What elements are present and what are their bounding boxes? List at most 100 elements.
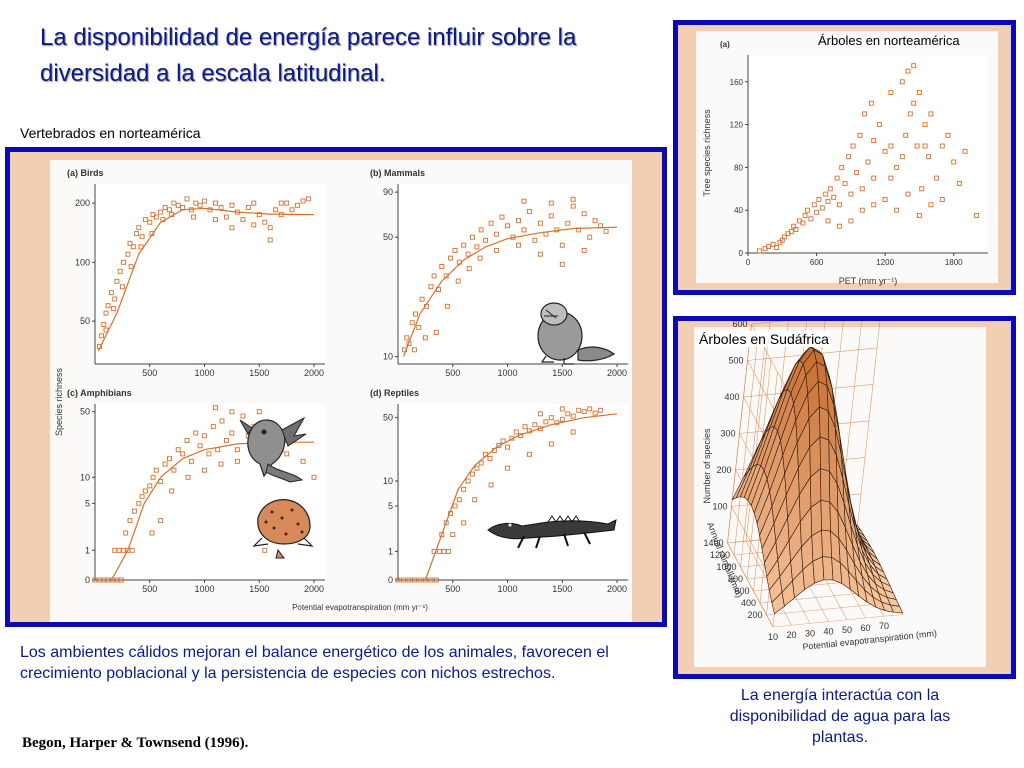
sa-trees-chart: 100 200 300 400 500 600 200 400 600 800 1000 1200 14… [694, 311, 986, 667]
data-point-4-58 [956, 180, 962, 186]
data-point-2-21 [158, 478, 164, 484]
data-point-3-17 [461, 486, 467, 492]
data-point-1-58 [422, 335, 428, 341]
rain-tick-label-3: 800 [728, 574, 743, 584]
squirrel-icon [537, 302, 616, 365]
data-point-1-33 [548, 213, 554, 219]
data-point-4-50 [919, 186, 925, 192]
data-point-2-36 [223, 438, 229, 443]
data-point-2-11 [129, 547, 135, 553]
vertebrates-xlabel: Potential evapotranspiration (mm yr⁻¹) [292, 603, 428, 612]
data-point-0-10 [125, 251, 131, 257]
data-point-4-67 [916, 213, 922, 218]
z-tick-label-5: 600 [732, 321, 747, 329]
data-point-0-49 [306, 196, 312, 202]
data-point-4-29 [846, 154, 852, 160]
data-point-0-33 [218, 205, 224, 210]
data-point-4-18 [814, 209, 820, 215]
data-point-1-54 [521, 198, 527, 204]
data-point-4-63 [871, 202, 877, 208]
pet-tick-label-1: 20 [786, 630, 796, 640]
y-tick-label-0-1: 100 [75, 257, 90, 267]
data-point-2-13 [127, 518, 133, 524]
data-point-1-52 [559, 261, 565, 267]
data-point-1-19 [474, 244, 480, 250]
data-point-3-24 [491, 448, 497, 453]
data-point-0-52 [119, 284, 125, 290]
data-point-4-75 [922, 143, 928, 149]
y-tick-label-2-2: 5 [85, 498, 90, 508]
data-point-2-12 [123, 530, 129, 536]
data-point-3-31 [522, 424, 528, 430]
rain-tick-label-4: 1000 [716, 562, 736, 572]
data-point-4-61 [848, 218, 854, 224]
data-point-1-42 [598, 223, 604, 229]
data-point-1-38 [576, 227, 582, 233]
data-point-0-59 [213, 217, 218, 223]
na-trees-title: Árboles en norteamérica [818, 33, 960, 48]
data-point-2-24 [171, 467, 177, 473]
data-point-1-43 [603, 228, 609, 234]
data-point-2-23 [167, 456, 172, 462]
data-point-4-22 [825, 199, 831, 205]
y-tick-label-4-4: 160 [730, 78, 744, 87]
data-point-1-46 [455, 278, 461, 284]
data-point-4-62 [859, 207, 865, 213]
data-point-4-40 [882, 148, 888, 154]
y-tick-label-4-2: 80 [734, 163, 743, 172]
frog-icon [252, 499, 314, 559]
data-point-2-29 [193, 430, 199, 436]
data-point-4-2 [766, 244, 772, 250]
data-point-4-34 [859, 186, 865, 192]
data-point-4-9 [788, 229, 794, 235]
data-point-1-55 [548, 200, 554, 206]
data-point-1-0 [402, 347, 408, 353]
data-point-3-36 [548, 415, 554, 421]
data-point-3-44 [592, 410, 598, 416]
data-point-0-6 [112, 296, 118, 302]
data-point-4-28 [842, 180, 848, 186]
data-point-0-53 [128, 264, 134, 270]
data-point-1-16 [461, 242, 467, 248]
data-point-0-36 [234, 209, 240, 215]
x-tick-label-3-3: 2000 [607, 584, 627, 594]
pet-tick-label-6: 70 [879, 621, 889, 631]
data-point-3-6 [428, 577, 434, 583]
data-point-1-22 [488, 220, 494, 226]
data-point-3-54 [537, 411, 543, 417]
data-point-4-41 [888, 90, 894, 95]
y-tick-label-1-1: 50 [383, 232, 393, 242]
data-point-3-46 [450, 532, 456, 538]
scatter-panel-2: 500 1000 1500 2000 0 1 5 10 50 (c) Amphibians [67, 388, 325, 594]
data-point-4-49 [916, 90, 922, 95]
data-point-1-35 [559, 242, 565, 248]
data-point-0-8 [117, 268, 123, 274]
data-point-0-37 [240, 217, 246, 223]
data-point-3-37 [554, 420, 560, 426]
data-point-2-53 [169, 488, 175, 494]
z-tick-label-1: 200 [716, 465, 731, 475]
y-tick-label-3-3: 10 [383, 476, 393, 486]
x-tick-label-0-0: 500 [142, 368, 157, 378]
scatter-panel-0: 500 1000 1500 2000 50 100 200 (a) Birds [67, 168, 325, 378]
data-point-3-49 [488, 482, 494, 488]
x-tick-label-2-3: 2000 [304, 584, 324, 594]
x-tick-label-3-0: 500 [445, 584, 460, 594]
data-point-2-22 [162, 461, 168, 467]
slide-title: La disponibilidad de energía parece infl… [40, 24, 577, 87]
data-point-3-3 [411, 577, 417, 583]
data-point-2-30 [197, 443, 203, 449]
data-point-1-32 [543, 231, 549, 237]
data-point-4-51 [922, 122, 928, 128]
data-point-2-57 [234, 458, 240, 464]
data-point-2-16 [139, 494, 145, 500]
floor-v-0 [772, 614, 903, 628]
data-point-1-29 [526, 208, 532, 214]
data-point-1-44 [433, 329, 439, 335]
data-point-3-20 [474, 465, 480, 471]
data-point-4-14 [802, 213, 808, 218]
data-point-2-55 [202, 467, 207, 473]
data-point-0-57 [169, 212, 175, 218]
data-point-4-42 [894, 164, 900, 170]
na-trees-xlabel: PET (mm yr⁻¹) [839, 276, 898, 286]
